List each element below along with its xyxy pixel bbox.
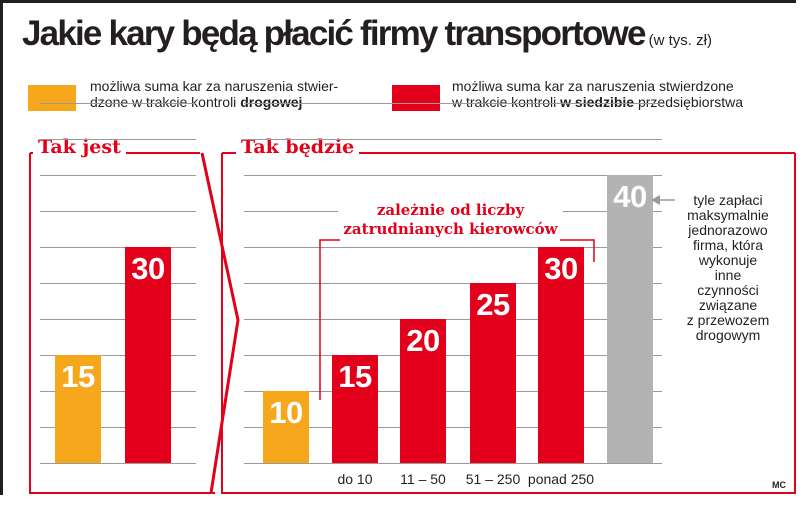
legend-road-line1: możliwa suma kar za naruszenia stwier- [90, 78, 339, 94]
grid-line [40, 427, 196, 428]
group-annotation: zależnie od liczby zatrudnianych kierowc… [338, 201, 563, 239]
grid-line [40, 211, 196, 212]
grid-line [40, 247, 196, 248]
grid-line [244, 103, 662, 104]
frame-top-border [0, 0, 796, 3]
grid-line [40, 319, 196, 320]
grid-line [40, 103, 196, 104]
max-note-line: firma, która [692, 237, 763, 253]
grid-line [244, 355, 662, 356]
max-note-arrow-head [651, 195, 660, 205]
chart-title: Jakie kary będą płacić firmy transportow… [22, 14, 646, 53]
bar [470, 283, 516, 463]
grid-line [244, 283, 662, 284]
bar [538, 247, 584, 463]
grid-line [244, 175, 662, 176]
chart-title-row: Jakie kary będą płacić firmy transportow… [22, 14, 712, 54]
max-note-line: tyle zapłaci [693, 192, 763, 208]
bar [332, 355, 378, 463]
panel-left-frame [29, 153, 215, 494]
bar-value-label: 40 [613, 179, 647, 214]
grid-line [40, 283, 196, 284]
bar-value-label: 30 [131, 251, 165, 286]
legend-text-office: możliwa suma kar za naruszenia stwierdzo… [452, 78, 797, 110]
panel-left-title: Tak jest [33, 136, 126, 158]
panel-right-frame [221, 153, 796, 494]
grid-line [244, 391, 662, 392]
max-note-line: inne [714, 267, 742, 283]
grid-line [244, 319, 662, 320]
bar-value-label: 10 [269, 395, 303, 430]
bar [400, 319, 446, 463]
grid-line [244, 247, 662, 248]
baseline [40, 463, 196, 464]
category-label: 11 – 50 [400, 471, 446, 487]
grid-line [244, 139, 662, 140]
max-note-line: z przewozem [686, 312, 770, 328]
max-note-line: czynności [697, 282, 759, 298]
bar-value-label: 20 [406, 323, 440, 358]
legend-road-line2: dzone w trakcie kontroli drogowej [90, 94, 303, 110]
grid-line [40, 391, 196, 392]
bar [607, 175, 653, 463]
max-note-line: związane [698, 297, 758, 313]
grid-line [40, 175, 196, 176]
legend-office-line2: w trakcie kontroli w siedzibie przedsięb… [452, 94, 744, 110]
baseline [244, 463, 662, 464]
bar [263, 391, 309, 463]
legend-office-line1: możliwa suma kar za naruszenia stwierdzo… [452, 78, 734, 94]
credit: MC [772, 480, 786, 490]
panel-arrow-chevron [200, 152, 240, 494]
bar-value-label: 15 [61, 359, 95, 394]
chart-unit: (w tys. zł) [648, 32, 712, 49]
bar [55, 355, 101, 463]
legend-swatch-road [28, 85, 76, 111]
max-note: tyle zapłaci maksymalnie jednorazowo fir… [672, 193, 784, 343]
max-note-line: wykonuje [698, 252, 758, 268]
group-bracket-left [319, 239, 340, 400]
category-label: 51 – 250 [465, 471, 521, 487]
grid-line [244, 427, 662, 428]
grid-line [40, 139, 196, 140]
group-annotation-line2: zatrudnianych kierowców [343, 220, 558, 238]
panel-right-title: Tak będzie [236, 136, 360, 158]
max-note-line: drogowym [695, 327, 761, 343]
category-label: do 10 [337, 471, 373, 487]
bar-value-label: 25 [476, 287, 510, 322]
bar [125, 247, 171, 463]
legend-text-road: możliwa suma kar za naruszenia stwier- d… [90, 78, 390, 110]
group-bracket-right [560, 239, 595, 262]
bar-value-label: 30 [544, 251, 578, 286]
frame-left-border [0, 0, 3, 495]
group-annotation-line1: zależnie od liczby [376, 201, 525, 219]
category-label: ponad 250 [527, 471, 595, 487]
max-note-line: jednorazowo [688, 222, 768, 238]
legend-swatch-office [392, 85, 440, 111]
bar-value-label: 15 [338, 359, 372, 394]
grid-line [40, 355, 196, 356]
max-note-line: maksymalnie [687, 207, 769, 223]
